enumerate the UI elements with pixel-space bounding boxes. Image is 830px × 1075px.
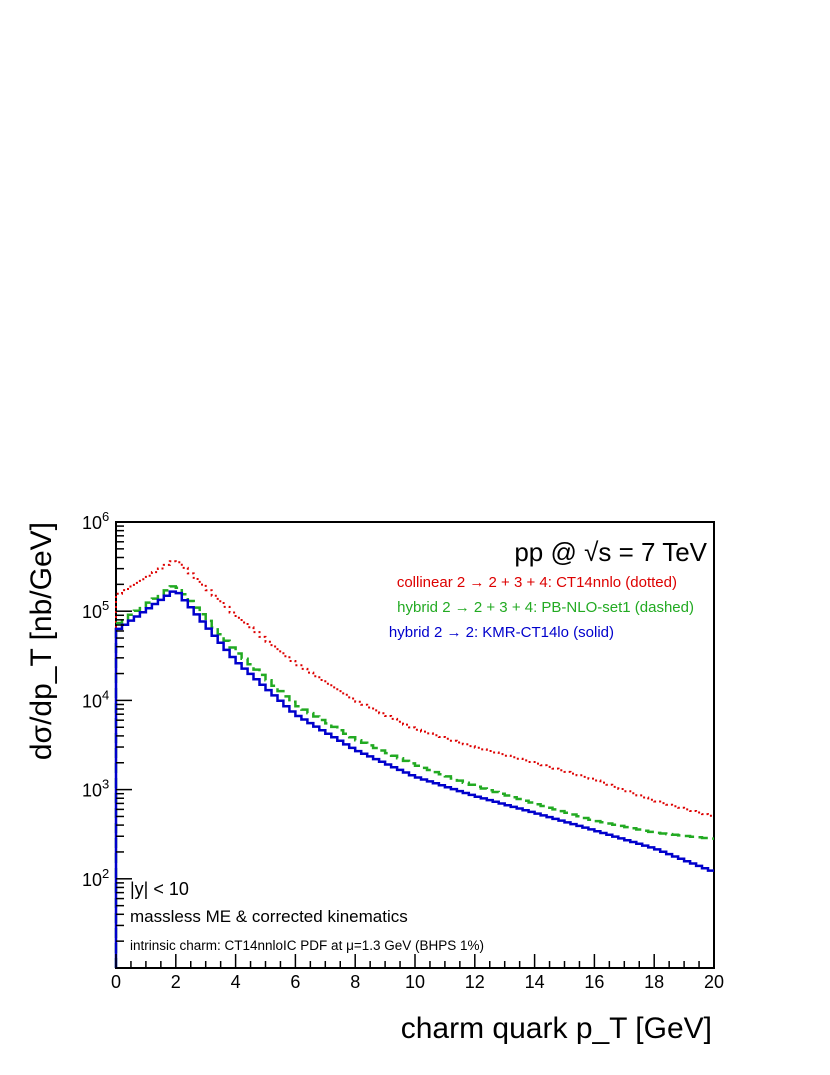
y-tick-label: 106	[82, 509, 109, 533]
legend: collinear 2 → 2 + 3 + 4: CT14nnlo (dotte…	[389, 574, 694, 641]
x-tick-label: 20	[704, 972, 724, 992]
x-tick-label: 8	[350, 972, 360, 992]
x-tick-label: 12	[465, 972, 485, 992]
legend-entry-hybrid-kmr: hybrid 2 → 2: KMR-CT14lo (solid)	[389, 624, 614, 641]
annotation-intrinsic-charm: intrinsic charm: CT14nnloIC PDF at μ=1.3…	[130, 938, 484, 953]
x-tick-label: 10	[405, 972, 425, 992]
y-tick-label: 102	[82, 866, 109, 890]
x-tick-label: 0	[111, 972, 121, 992]
legend-entry-collinear: collinear 2 → 2 + 3 + 4: CT14nnlo (dotte…	[397, 574, 677, 591]
annotation-rapidity: |y| < 10	[130, 879, 189, 899]
axis-layer: 0 2 4 6 8 10 12 14 16 18 20 102 103 104 105 106	[82, 509, 724, 992]
series-layer	[114, 560, 714, 968]
y-tick-label: 104	[82, 687, 109, 711]
y-axis-title: dσ/dp_T [nb/GeV]	[25, 522, 58, 760]
x-tick-label: 18	[644, 972, 664, 992]
series-line-2	[114, 590, 714, 968]
series-line-1	[114, 585, 714, 968]
x-tick-label: 6	[290, 972, 300, 992]
chart-title: pp @ √s = 7 TeV	[514, 537, 707, 567]
legend-entry-hybrid-pb: hybrid 2 → 2 + 3 + 4: PB-NLO-set1 (dashe…	[397, 599, 694, 616]
annotation-kinematics: massless ME & corrected kinematics	[130, 907, 408, 926]
x-tick-label: 4	[231, 972, 241, 992]
y-tick-label: 103	[82, 777, 109, 801]
y-tick-label: 105	[82, 598, 109, 622]
x-tick-label: 2	[171, 972, 181, 992]
x-tick-label: 14	[525, 972, 545, 992]
series-line-0	[115, 560, 714, 968]
x-axis-title: charm quark p_T [GeV]	[401, 1012, 712, 1045]
x-tick-label: 16	[584, 972, 604, 992]
